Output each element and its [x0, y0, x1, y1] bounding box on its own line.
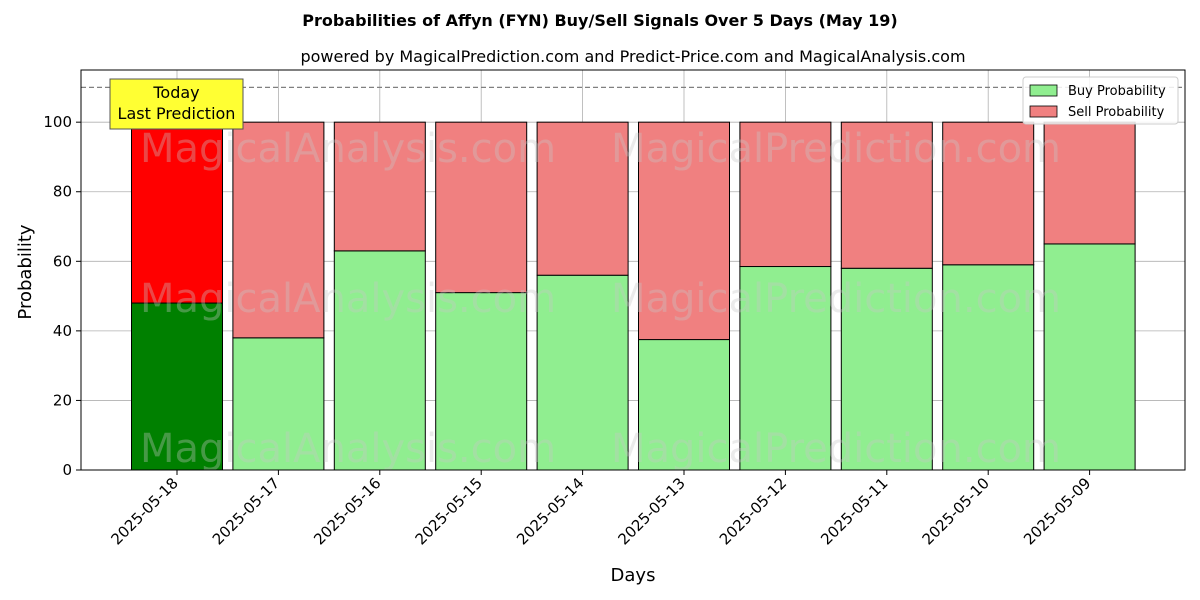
- sell-bar: [1043, 121, 1136, 245]
- sell-bar: [840, 121, 933, 269]
- x-tick-label: 2025-05-11: [817, 474, 891, 548]
- sell-bar: [131, 121, 223, 304]
- y-tick-label: 100: [43, 113, 72, 131]
- x-axis-label: Days: [611, 565, 656, 586]
- sell-bar: [232, 121, 325, 339]
- x-tick-label: 2025-05-13: [614, 474, 688, 548]
- x-tick-label: 2025-05-10: [919, 474, 993, 548]
- plot-frame: [80, 69, 1186, 471]
- watermark-text: MagicalAnalysis.com: [140, 276, 556, 322]
- x-tick-label: 2025-05-14: [513, 474, 587, 548]
- y-axis-label: Probability: [15, 224, 36, 319]
- x-tick-label: 2025-05-16: [310, 474, 384, 548]
- sell-bar: [739, 121, 832, 268]
- legend-box: [1022, 76, 1179, 125]
- y-tick-label: 80: [53, 183, 72, 201]
- buy-bar: [638, 339, 730, 471]
- sell-bar: [536, 121, 629, 276]
- legend-entry: Sell Probability: [1068, 105, 1165, 120]
- legend-entry: Buy Probability: [1068, 84, 1166, 99]
- buy-bar: [435, 292, 528, 471]
- x-tick-label: 2025-05-09: [1020, 474, 1094, 548]
- sell-bar: [435, 121, 528, 294]
- buy-bar: [840, 267, 933, 471]
- annotation-box: [109, 78, 244, 130]
- buy-bar: [942, 264, 1035, 471]
- y-tick-label: 40: [53, 322, 72, 340]
- watermark-text: MagicalPrediction.com: [611, 126, 1061, 172]
- x-tick-label: 2025-05-15: [412, 474, 486, 548]
- buy-bar: [333, 250, 426, 471]
- watermark-text: MagicalPrediction.com: [611, 276, 1061, 322]
- annotation-text: Today: [152, 83, 199, 102]
- buy-bar: [131, 302, 223, 471]
- y-tick-label: 0: [62, 461, 72, 479]
- buy-bar: [739, 266, 832, 471]
- buy-bar: [1043, 243, 1136, 471]
- legend-swatch: [1029, 105, 1058, 118]
- watermark-text: MagicalAnalysis.com: [140, 126, 556, 172]
- watermark-text: MagicalAnalysis.com: [140, 426, 556, 472]
- x-tick-label: 2025-05-18: [107, 474, 181, 548]
- x-tick-label: 2025-05-12: [716, 474, 790, 548]
- sell-bar: [333, 121, 426, 252]
- sell-bar: [638, 121, 730, 341]
- y-tick-label: 60: [53, 252, 72, 270]
- sell-bar: [942, 121, 1035, 266]
- x-tick-label: 2025-05-17: [209, 474, 283, 548]
- watermark-text: MagicalPrediction.com: [611, 426, 1061, 472]
- chart-title: Probabilities of Affyn (FYN) Buy/Sell Si…: [302, 11, 897, 30]
- legend-swatch: [1029, 84, 1058, 97]
- y-tick-label: 20: [53, 391, 72, 409]
- plot-area: MagicalAnalysis.com MagicalPrediction.com…: [43, 69, 1186, 548]
- annotation-text: Last Prediction: [118, 104, 236, 123]
- chart-subtitle: powered by MagicalPrediction.com and Pre…: [300, 47, 965, 66]
- buy-bar: [536, 274, 629, 471]
